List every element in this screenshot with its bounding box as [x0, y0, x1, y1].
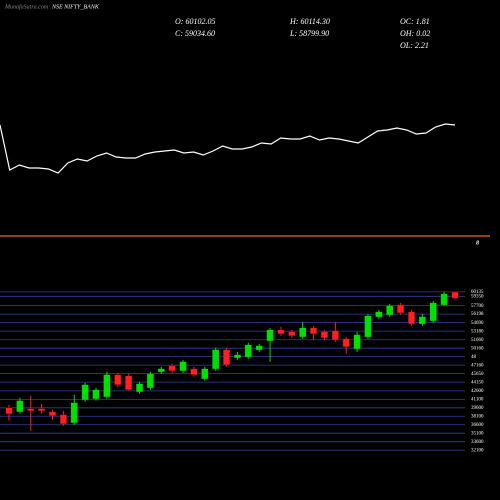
- y-tick-label: 32100: [471, 448, 484, 453]
- candle-body: [375, 311, 383, 317]
- candle-body: [125, 375, 133, 391]
- candle-body: [223, 349, 231, 366]
- candle-body: [5, 407, 13, 414]
- candle-body: [266, 329, 274, 341]
- y-tick-label: 44150: [471, 380, 484, 385]
- stat: OC: 1.81: [400, 17, 430, 26]
- candle-body: [49, 411, 56, 416]
- candle-body: [451, 291, 459, 299]
- candle-body: [27, 408, 35, 411]
- y-tick-label: 45650: [471, 372, 484, 377]
- candle-body: [299, 327, 306, 337]
- candle-body: [81, 384, 89, 400]
- candle-body: [71, 402, 78, 423]
- stat: H: 60114.30: [289, 17, 330, 26]
- candle-body: [92, 389, 100, 399]
- y-tick-label: 33600: [471, 440, 484, 445]
- site-name: MunafaSutra.com: [4, 3, 49, 10]
- candle-body: [321, 331, 328, 339]
- y-tick-label: 56198: [471, 312, 484, 317]
- candle-body: [114, 374, 122, 386]
- candle-body: [364, 315, 372, 337]
- candle-body: [429, 302, 437, 321]
- candle-body: [245, 344, 252, 357]
- candle-body: [386, 305, 393, 315]
- y-tick-label: 36600: [471, 423, 484, 428]
- stat: C: 59034.60: [175, 29, 215, 38]
- y-tick-label: 38100: [471, 414, 484, 419]
- stat: OH: 0.02: [400, 29, 430, 38]
- y-tick-label: 35100: [471, 431, 484, 436]
- candle-body: [103, 374, 111, 397]
- y-tick-label: 48: [471, 355, 477, 360]
- candle-body: [59, 414, 67, 424]
- candle-body: [331, 330, 339, 341]
- candle-body: [190, 368, 198, 376]
- y-tick-label: 53180: [471, 329, 484, 334]
- y-tick-label: 59350: [471, 294, 484, 299]
- y-tick-label: 47160: [471, 363, 484, 368]
- candle-body: [288, 331, 296, 337]
- candle-body: [212, 349, 219, 369]
- y-tick-label: 39600: [471, 406, 484, 411]
- stat: O: 60102.05: [175, 17, 215, 26]
- candle-body: [408, 311, 415, 325]
- y-tick-label: 60135: [471, 290, 484, 295]
- candle-body: [168, 365, 176, 372]
- candle-body: [277, 329, 285, 335]
- candle-body: [255, 345, 263, 350]
- candle-body: [440, 293, 448, 305]
- candle-body: [16, 400, 24, 412]
- candle-body: [158, 368, 165, 372]
- divider-label: 8: [476, 240, 479, 246]
- candle-body: [38, 408, 46, 411]
- candle-body: [179, 361, 187, 371]
- indicator-line: [0, 123, 456, 174]
- y-tick-label: 50160: [471, 346, 484, 351]
- stat: OL: 2.21: [400, 41, 429, 50]
- candle-body: [234, 354, 241, 358]
- candle-body: [147, 373, 154, 388]
- stat: L: 58799.90: [289, 29, 329, 38]
- y-tick-label: 51660: [471, 338, 484, 343]
- y-tick-label: 57700: [471, 304, 484, 309]
- candle-body: [342, 338, 350, 348]
- candle-body: [397, 304, 405, 314]
- candle-body: [353, 334, 361, 349]
- candle-body: [136, 383, 143, 392]
- y-tick-label: 41100: [471, 397, 484, 402]
- candle-body: [310, 327, 318, 335]
- y-tick-label: 54690: [471, 321, 484, 326]
- symbol: NSE NIFTY_BANK: [51, 4, 100, 10]
- y-tick-label: 42600: [471, 389, 484, 394]
- candle-body: [419, 316, 426, 324]
- candle-body: [201, 368, 209, 379]
